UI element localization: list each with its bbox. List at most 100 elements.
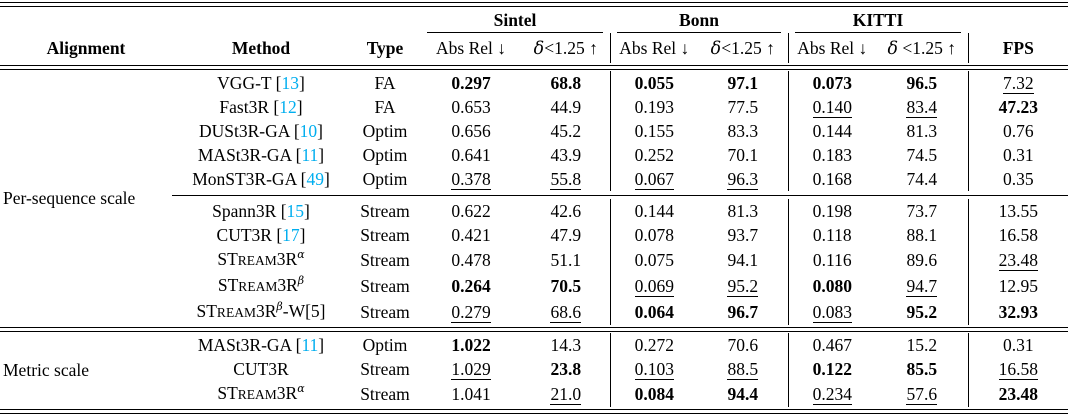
metric-value: 0.080 <box>787 273 876 299</box>
metric-value: 0.279 <box>451 302 491 323</box>
metric-value: 94.4 <box>727 384 759 404</box>
method-smallcaps: STREAM3R <box>217 249 298 269</box>
method-name: VGG-T [13] <box>217 73 305 93</box>
table-rule <box>0 407 1068 415</box>
table-rule <box>172 191 1068 199</box>
metric-value: 42.6 <box>550 201 582 221</box>
metric-value: 68.8 <box>550 73 582 93</box>
metric-value: 95.2 <box>727 276 759 297</box>
metric-value: 81.3 <box>727 201 759 221</box>
metric-value: 0.075 <box>609 247 698 273</box>
metric-value: 0.064 <box>609 299 698 325</box>
metric-value: 0.155 <box>609 119 698 143</box>
metric-value: 70.5 <box>550 276 582 296</box>
column-header: Method <box>231 37 291 58</box>
metric-value: 96.3 <box>727 169 759 190</box>
metric-value: 0.467 <box>787 333 876 357</box>
table-rule <box>0 325 1068 333</box>
math-symbol: δ <box>533 38 545 59</box>
metric-value: 44.9 <box>550 97 582 117</box>
metric-value: 0.140 <box>787 95 876 119</box>
metric-value: 0.144 <box>609 199 698 223</box>
metric-value: 14.3 <box>550 335 582 355</box>
citation-link[interactable]: 10 <box>299 121 318 141</box>
metric-value: 74.4 <box>906 169 938 189</box>
metric-value: 0.297 <box>451 73 491 93</box>
metric-value: 0.264 <box>451 276 491 296</box>
table-rule <box>0 63 1068 71</box>
method-type: Optim <box>362 335 408 355</box>
metric-value: 0.069 <box>609 273 698 299</box>
alignment-label: Metric scale <box>3 360 89 380</box>
method-type: Optim <box>362 121 408 141</box>
fps-value: 12.95 <box>967 273 1068 299</box>
fps-value: 0.31 <box>967 333 1068 357</box>
fps-value: 13.55 <box>967 199 1068 223</box>
method-type: Stream <box>360 384 410 404</box>
metric-value: 83.4 <box>906 97 938 118</box>
metric-value: 0.272 <box>609 333 698 357</box>
metric-value: 73.7 <box>906 201 938 221</box>
method-type: Stream <box>360 276 410 296</box>
metric-value: 95.2 <box>906 302 938 322</box>
metric-value: 23.8 <box>550 359 582 379</box>
dataset-group-header: Bonn <box>610 8 788 33</box>
fps-value: 23.48 <box>967 247 1068 273</box>
table-rule <box>0 0 1068 8</box>
fps-value: 47.23 <box>967 95 1068 119</box>
metric-value: 0.653 <box>451 97 491 117</box>
metric-value: 94.1 <box>727 250 759 270</box>
method-type: FA <box>374 73 396 93</box>
metric-value: 96.5 <box>906 73 938 93</box>
metric-value: 51.1 <box>550 250 582 270</box>
citation-link[interactable]: 11 <box>301 335 319 355</box>
metric-value: 0.084 <box>609 381 698 407</box>
metric-value: 0.118 <box>787 223 876 247</box>
metric-value: 0.421 <box>451 225 491 245</box>
metric-value: 1.041 <box>451 384 491 404</box>
math-symbol: δ <box>887 38 899 59</box>
metric-value: 97.1 <box>727 73 759 93</box>
metric-value: 0.103 <box>609 357 698 381</box>
metric-value: 55.8 <box>550 169 582 190</box>
dataset-group-header: Sintel <box>420 8 610 33</box>
method-name: MonST3R-GA [49] <box>192 169 330 189</box>
superscript: β <box>297 274 305 288</box>
method-name: CUT3R [17] <box>216 225 306 245</box>
metric-value: 88.1 <box>906 225 938 245</box>
citation-link[interactable]: 49 <box>306 169 324 189</box>
citation-link[interactable]: 11 <box>301 145 319 165</box>
method-type: Stream <box>360 250 410 270</box>
citation-link[interactable]: 15 <box>286 201 305 221</box>
superscript: β <box>276 300 283 314</box>
metric-value: 0.122 <box>787 357 876 381</box>
method-name: STREAM3Rα <box>172 381 350 407</box>
method-name: CUT3R <box>233 359 289 379</box>
metric-value: 1.029 <box>451 359 491 380</box>
fps-value: 0.31 <box>967 143 1068 167</box>
metric-value: 94.7 <box>906 276 938 297</box>
metric-value: 74.5 <box>906 145 938 165</box>
citation-link[interactable]: 13 <box>281 73 300 93</box>
metric-value: 70.6 <box>727 335 759 355</box>
method-smallcaps: STREAM3R <box>217 383 298 403</box>
metric-value: 81.3 <box>906 121 938 141</box>
fps-value: 16.58 <box>967 357 1068 381</box>
metric-value: 77.5 <box>727 97 759 117</box>
header-spacer <box>968 8 1068 33</box>
method-smallcaps: STREAM3R <box>217 275 298 295</box>
method-name: STREAM3Rβ-W[5] <box>196 300 326 321</box>
metric-value: 0.656 <box>451 121 491 141</box>
fps-value: 7.32 <box>967 71 1068 95</box>
citation-link[interactable]: 17 <box>282 225 300 245</box>
method-name: DUSt3R-GA [10] <box>199 121 323 141</box>
metric-value: 68.6 <box>550 302 582 323</box>
citation-link[interactable]: 12 <box>279 97 297 117</box>
column-header: Abs Rel ↓ <box>787 33 876 63</box>
fps-value: 0.35 <box>967 167 1068 191</box>
metric-value: 70.1 <box>727 145 759 165</box>
metric-value: 0.641 <box>451 145 491 165</box>
metric-value: 83.3 <box>727 121 759 141</box>
metric-value: 0.055 <box>609 71 698 95</box>
